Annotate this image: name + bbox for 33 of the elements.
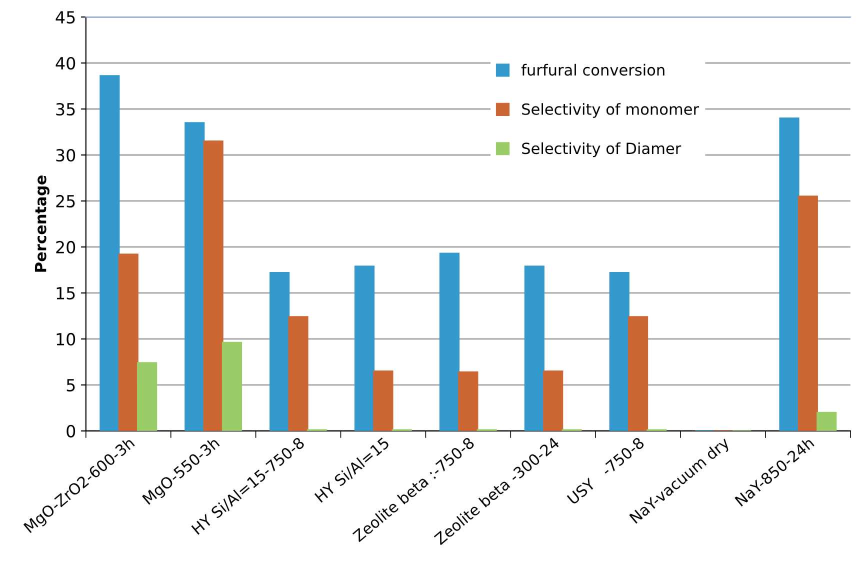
y-tick-label: 25 xyxy=(56,194,75,208)
y-tick-label: 5 xyxy=(66,379,75,392)
y-axis-title: Percentage xyxy=(34,176,50,272)
y-tick-label: 40 xyxy=(56,56,76,70)
bar xyxy=(270,272,290,431)
bar xyxy=(458,371,478,431)
y-tick-label: 35 xyxy=(56,102,75,116)
bar xyxy=(439,252,460,431)
bar xyxy=(184,122,205,431)
bar xyxy=(779,117,800,431)
bar xyxy=(524,266,544,431)
bar xyxy=(203,140,224,431)
y-tick-label: 20 xyxy=(56,240,76,254)
y-tick-label: 0 xyxy=(66,424,76,438)
legend-label: Selectivity of monomer xyxy=(522,103,700,118)
legend-label: Selectivity of Diamer xyxy=(522,142,682,158)
y-tick-label: 45 xyxy=(56,11,75,24)
bar xyxy=(354,266,375,431)
bar xyxy=(609,272,630,431)
bar xyxy=(222,342,242,431)
bar xyxy=(100,75,120,431)
y-tick-label: 30 xyxy=(56,148,76,162)
bar xyxy=(543,370,564,431)
legend-label: furfural conversion xyxy=(521,64,664,76)
bar xyxy=(118,254,138,431)
y-tick-label: 10 xyxy=(56,332,76,346)
bar xyxy=(798,196,818,431)
bar xyxy=(628,316,648,431)
bar xyxy=(373,370,394,431)
bar xyxy=(137,362,158,431)
bar xyxy=(288,316,308,431)
y-tick-label: 15 xyxy=(56,287,75,300)
bar xyxy=(816,412,837,431)
